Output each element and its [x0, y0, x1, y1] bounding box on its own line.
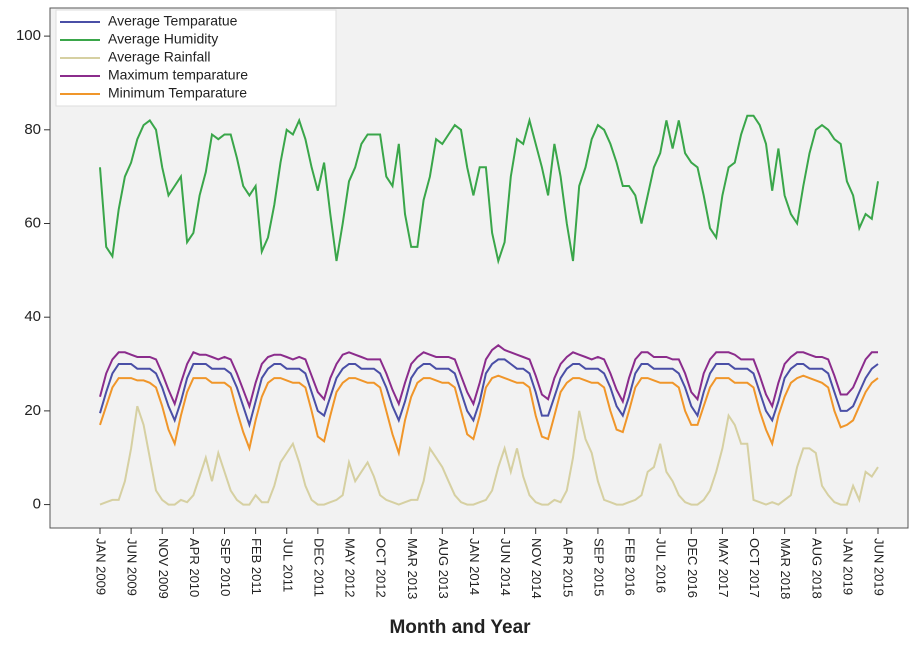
y-tick-label: 80	[24, 121, 41, 138]
x-tick-label: SEP 2010	[218, 538, 233, 596]
x-tick-label: DEC 2011	[311, 538, 326, 597]
x-tick-label: JUN 2019	[872, 538, 887, 596]
x-tick-label: JAN 2014	[467, 538, 482, 595]
y-tick-label: 0	[33, 496, 41, 513]
x-tick-label: APR 2015	[560, 538, 575, 597]
x-tick-label: FEB 2011	[249, 538, 264, 595]
x-tick-label: DEC 2016	[685, 538, 700, 598]
series-line	[99, 114, 879, 265]
x-tick-label: NOV 2014	[529, 538, 544, 599]
series-line	[99, 405, 879, 506]
series-line	[99, 374, 879, 457]
x-tick-label: MAR 2018	[778, 538, 793, 599]
x-tick-label: JUN 2014	[498, 538, 513, 596]
x-tick-label: JUL 2016	[654, 538, 669, 593]
x-axis-title: Month and Year	[389, 617, 531, 638]
y-tick-label: 40	[24, 308, 41, 325]
y-tick-label: 60	[24, 214, 41, 231]
x-tick-label: MAY 2012	[343, 538, 358, 598]
x-tick-label: JAN 2019	[840, 538, 855, 595]
x-tick-label: SEP 2015	[591, 538, 606, 596]
x-tick-label: JUL 2011	[280, 538, 295, 592]
legend-box	[55, 9, 337, 107]
legend-label: Average Rainfall	[108, 49, 210, 65]
y-tick-label: 20	[24, 402, 41, 419]
x-tick-label: JAN 2009	[94, 538, 109, 595]
x-tick-label: NOV 2009	[156, 538, 171, 599]
x-tick-label: APR 2010	[187, 538, 202, 597]
legend-label: Maximum temparature	[108, 67, 248, 83]
x-tick-label: FEB 2016	[623, 538, 638, 596]
x-tick-label: MAR 2013	[405, 538, 420, 599]
legend-label: Average Humidity	[108, 31, 218, 47]
x-tick-label: JUN 2009	[125, 538, 140, 596]
series-line	[99, 344, 878, 410]
x-tick-label: AUG 2013	[436, 538, 451, 599]
x-tick-label: OCT 2017	[747, 538, 762, 598]
x-tick-label: MAY 2017	[716, 538, 731, 598]
y-tick-label: 100	[16, 27, 41, 44]
x-tick-label: OCT 2012	[374, 538, 389, 598]
legend-label: Average Temparatue	[108, 13, 238, 29]
series-line	[99, 358, 879, 429]
legend-label: Minimum Temparature	[108, 85, 247, 101]
x-tick-label: AUG 2018	[809, 538, 824, 599]
